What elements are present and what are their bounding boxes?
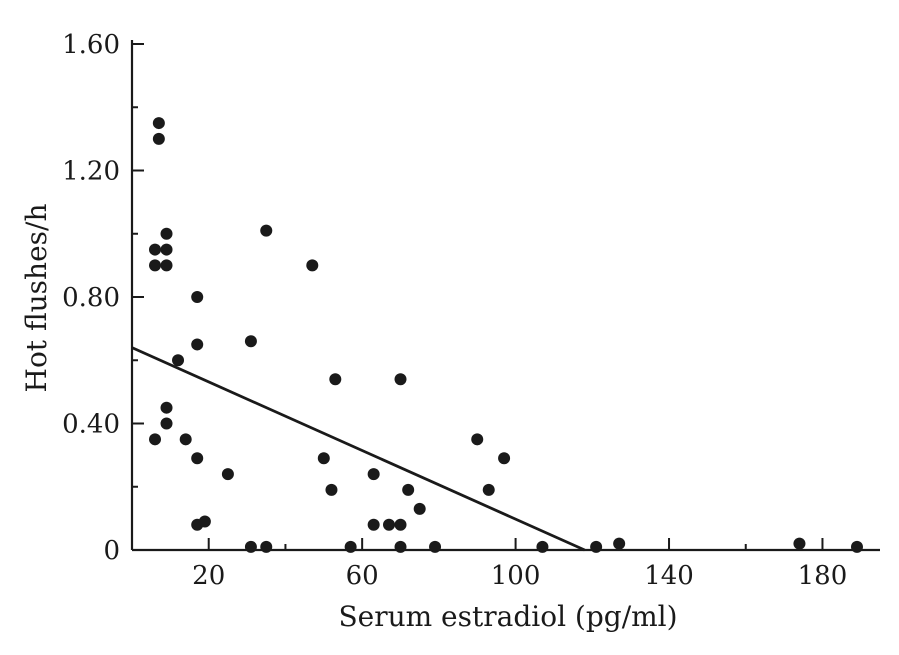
data-point — [402, 483, 415, 496]
data-point — [329, 373, 342, 386]
data-point — [260, 540, 273, 553]
data-point — [191, 291, 204, 303]
x-tick-label: 180 — [798, 561, 848, 591]
y-tick-label: 1.60 — [62, 30, 120, 60]
data-point — [394, 373, 407, 386]
data-point — [344, 540, 357, 553]
y-axis-title: Hot flushes/h — [20, 204, 53, 393]
data-point — [367, 518, 380, 531]
data-point — [149, 259, 162, 272]
data-point — [429, 540, 442, 553]
data-point — [498, 452, 511, 465]
y-tick-label: 0.40 — [62, 410, 120, 440]
data-point — [471, 433, 484, 446]
tick-marks — [132, 43, 824, 551]
data-point — [613, 537, 626, 550]
data-point — [160, 227, 173, 240]
data-point — [149, 243, 162, 256]
data-point — [244, 540, 257, 553]
data-point — [179, 433, 192, 446]
data-point — [191, 338, 204, 351]
x-tick-label: 60 — [346, 561, 379, 591]
regression-line — [131, 346, 586, 552]
y-tick-label: 0.80 — [62, 283, 120, 313]
data-point — [850, 540, 863, 553]
data-point — [149, 433, 162, 446]
data-point — [793, 537, 806, 550]
data-point — [367, 468, 380, 481]
data-point — [394, 518, 407, 531]
x-tick-label: 140 — [644, 561, 694, 591]
x-tick-label: 100 — [491, 561, 541, 591]
data-point — [394, 540, 407, 553]
data-point — [160, 259, 173, 272]
data-point — [482, 483, 495, 496]
axes — [130, 40, 880, 552]
tick-labels: 0 0.40 0.80 1.20 1.60 20 60 100 140 180 — [62, 30, 847, 591]
data-point — [590, 540, 603, 553]
data-point — [244, 335, 257, 348]
data-point — [306, 259, 319, 272]
data-point — [260, 224, 273, 237]
y-tick-label: 1.20 — [62, 157, 120, 187]
data-point — [413, 502, 426, 515]
data-point — [152, 132, 165, 145]
data-point — [536, 540, 549, 553]
data-point — [221, 468, 234, 481]
data-point — [198, 515, 211, 528]
y-tick-label: 0 — [103, 536, 120, 566]
data-point — [172, 354, 185, 367]
data-point — [325, 483, 338, 496]
x-tick-label: 20 — [192, 561, 225, 591]
regression-line-group — [131, 346, 586, 552]
data-point — [317, 452, 330, 465]
data-points — [149, 117, 863, 553]
data-point — [152, 117, 165, 130]
data-point — [160, 417, 173, 430]
data-point — [191, 452, 204, 465]
data-point — [383, 518, 396, 531]
data-point — [160, 401, 173, 414]
data-point — [160, 243, 173, 256]
x-axis-title: Serum estradiol (pg/ml) — [338, 600, 677, 633]
